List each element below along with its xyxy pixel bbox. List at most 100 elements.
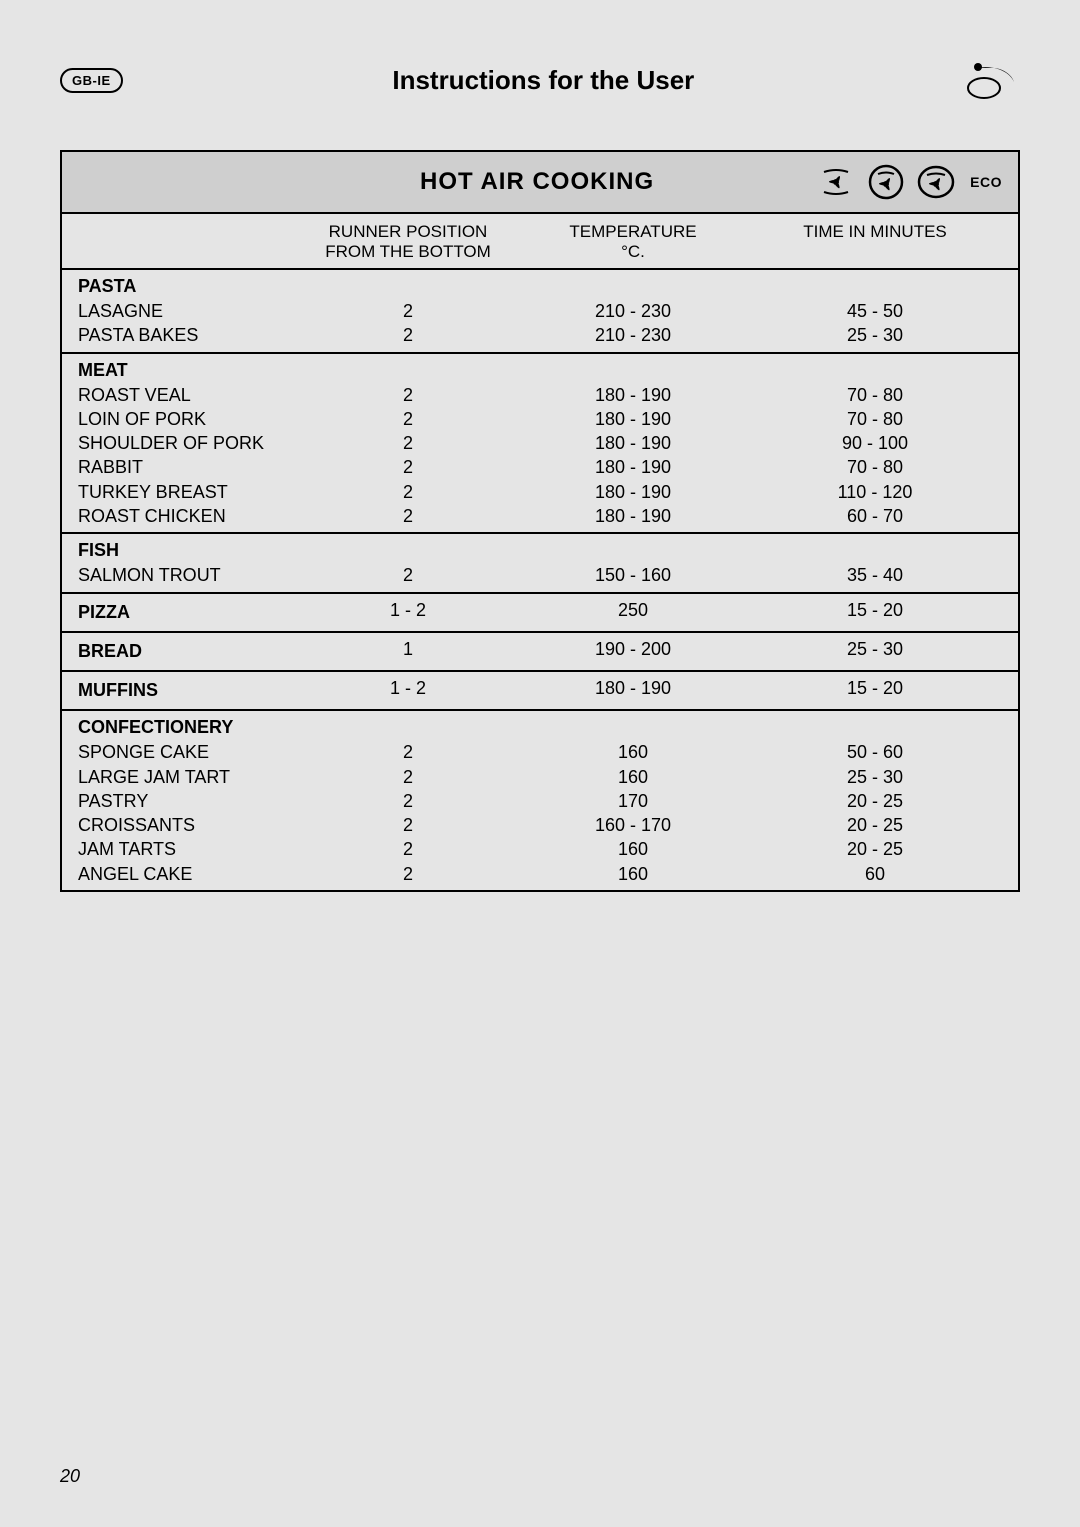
cell-time: 25 - 30	[748, 323, 1002, 347]
table-row: TURKEY BREAST2180 - 190110 - 120	[78, 480, 1002, 504]
cell-time: 70 - 80	[748, 407, 1002, 431]
table-row: PASTA BAKES2210 - 23025 - 30	[78, 323, 1002, 347]
table-section: CONFECTIONERYSPONGE CAKE216050 - 60LARGE…	[62, 711, 1018, 890]
table-section-single: MUFFINS1 - 2180 - 19015 - 20	[62, 672, 1018, 711]
cell-position: 2	[298, 504, 518, 528]
table-title: HOT AIR COOKING	[78, 168, 816, 196]
cell-temperature: 160	[518, 765, 748, 789]
cell-food: PASTRY	[78, 789, 298, 813]
cell-temperature: 180 - 190	[518, 676, 748, 705]
table-row: LOIN OF PORK2180 - 19070 - 80	[78, 407, 1002, 431]
col-header-temperature: TEMPERATURE °C.	[518, 222, 748, 262]
cell-time: 20 - 25	[748, 837, 1002, 861]
cell-time: 50 - 60	[748, 740, 1002, 764]
cell-position: 2	[298, 455, 518, 479]
cell-time: 60	[748, 862, 1002, 886]
cell-position: 1 - 2	[298, 598, 518, 627]
cell-temperature: 180 - 190	[518, 455, 748, 479]
cell-food: ROAST CHICKEN	[78, 504, 298, 528]
table-title-row: HOT AIR COOKING	[62, 152, 1018, 214]
cell-temperature: 180 - 190	[518, 431, 748, 455]
cell-food: LARGE JAM TART	[78, 765, 298, 789]
table-row: JAM TARTS216020 - 25	[78, 837, 1002, 861]
cooking-mode-icons: ECO	[816, 162, 1002, 202]
table-row: SALMON TROUT2150 - 16035 - 40	[78, 563, 1002, 587]
cell-time: 15 - 20	[748, 598, 1002, 627]
cell-position: 2	[298, 383, 518, 407]
cell-food: SPONGE CAKE	[78, 740, 298, 764]
table-section: FISHSALMON TROUT2150 - 16035 - 40	[62, 534, 1018, 593]
cell-food: ROAST VEAL	[78, 383, 298, 407]
cell-position: 1 - 2	[298, 676, 518, 705]
table-row: ANGEL CAKE216060	[78, 862, 1002, 886]
spoon-dish-icon	[964, 52, 1020, 108]
table-row: SHOULDER OF PORK2180 - 19090 - 100	[78, 431, 1002, 455]
cell-time: 20 - 25	[748, 813, 1002, 837]
section-heading: PIZZA	[78, 598, 298, 627]
cell-food: ANGEL CAKE	[78, 862, 298, 886]
header-row: GB-IE Instructions for the User	[60, 50, 1020, 110]
cell-time: 25 - 30	[748, 637, 1002, 666]
cell-position: 1	[298, 637, 518, 666]
section-heading: MEAT	[78, 358, 1002, 383]
col-header-position: RUNNER POSITION FROM THE BOTTOM	[298, 222, 518, 262]
table-row: ROAST VEAL2180 - 19070 - 80	[78, 383, 1002, 407]
cell-food: JAM TARTS	[78, 837, 298, 861]
col-header-temp-line2: °C.	[518, 242, 748, 262]
cell-position: 2	[298, 862, 518, 886]
cell-temperature: 170	[518, 789, 748, 813]
page: GB-IE Instructions for the User HOT AIR …	[0, 0, 1080, 1527]
cell-time: 90 - 100	[748, 431, 1002, 455]
cell-temperature: 180 - 190	[518, 407, 748, 431]
cell-position: 2	[298, 323, 518, 347]
table-row: RABBIT2180 - 19070 - 80	[78, 455, 1002, 479]
page-number: 20	[60, 1466, 80, 1487]
cell-food: TURKEY BREAST	[78, 480, 298, 504]
cell-time: 60 - 70	[748, 504, 1002, 528]
fan-icon	[816, 162, 856, 202]
sections-container: PASTALASAGNE2210 - 23045 - 50PASTA BAKES…	[62, 270, 1018, 890]
eco-label: ECO	[970, 174, 1002, 190]
cell-time: 70 - 80	[748, 383, 1002, 407]
table-row: ROAST CHICKEN2180 - 19060 - 70	[78, 504, 1002, 528]
cell-time: 110 - 120	[748, 480, 1002, 504]
cell-food: SALMON TROUT	[78, 563, 298, 587]
cell-food: LOIN OF PORK	[78, 407, 298, 431]
cell-temperature: 210 - 230	[518, 323, 748, 347]
col-header-position-line2: FROM THE BOTTOM	[298, 242, 518, 262]
section-heading: BREAD	[78, 637, 298, 666]
cell-position: 2	[298, 765, 518, 789]
cell-temperature: 190 - 200	[518, 637, 748, 666]
cell-time: 25 - 30	[748, 765, 1002, 789]
cell-temperature: 150 - 160	[518, 563, 748, 587]
cell-food: CROISSANTS	[78, 813, 298, 837]
col-header-temp-line1: TEMPERATURE	[518, 222, 748, 242]
cell-temperature: 160	[518, 837, 748, 861]
section-heading: CONFECTIONERY	[78, 715, 1002, 740]
cell-position: 2	[298, 813, 518, 837]
cell-position: 2	[298, 480, 518, 504]
cell-position: 2	[298, 431, 518, 455]
cell-food: LASAGNE	[78, 299, 298, 323]
col-header-time-text: TIME IN MINUTES	[748, 222, 1002, 242]
fan-circle-icon	[866, 162, 906, 202]
table-row: CROISSANTS2160 - 17020 - 25	[78, 813, 1002, 837]
table-section-single: BREAD1190 - 20025 - 30	[62, 633, 1018, 672]
table-section-single: PIZZA1 - 225015 - 20	[62, 594, 1018, 633]
table-section: PASTALASAGNE2210 - 23045 - 50PASTA BAKES…	[62, 270, 1018, 354]
cell-temperature: 250	[518, 598, 748, 627]
page-title: Instructions for the User	[123, 65, 964, 96]
cell-temperature: 180 - 190	[518, 504, 748, 528]
col-header-food	[78, 222, 298, 262]
cell-position: 2	[298, 299, 518, 323]
cell-position: 2	[298, 407, 518, 431]
cell-time: 15 - 20	[748, 676, 1002, 705]
cell-time: 20 - 25	[748, 789, 1002, 813]
table-row: SPONGE CAKE216050 - 60	[78, 740, 1002, 764]
cell-food: RABBIT	[78, 455, 298, 479]
section-heading: FISH	[78, 538, 1002, 563]
cell-temperature: 160	[518, 862, 748, 886]
cell-time: 35 - 40	[748, 563, 1002, 587]
cell-position: 2	[298, 837, 518, 861]
locale-badge: GB-IE	[60, 68, 123, 93]
